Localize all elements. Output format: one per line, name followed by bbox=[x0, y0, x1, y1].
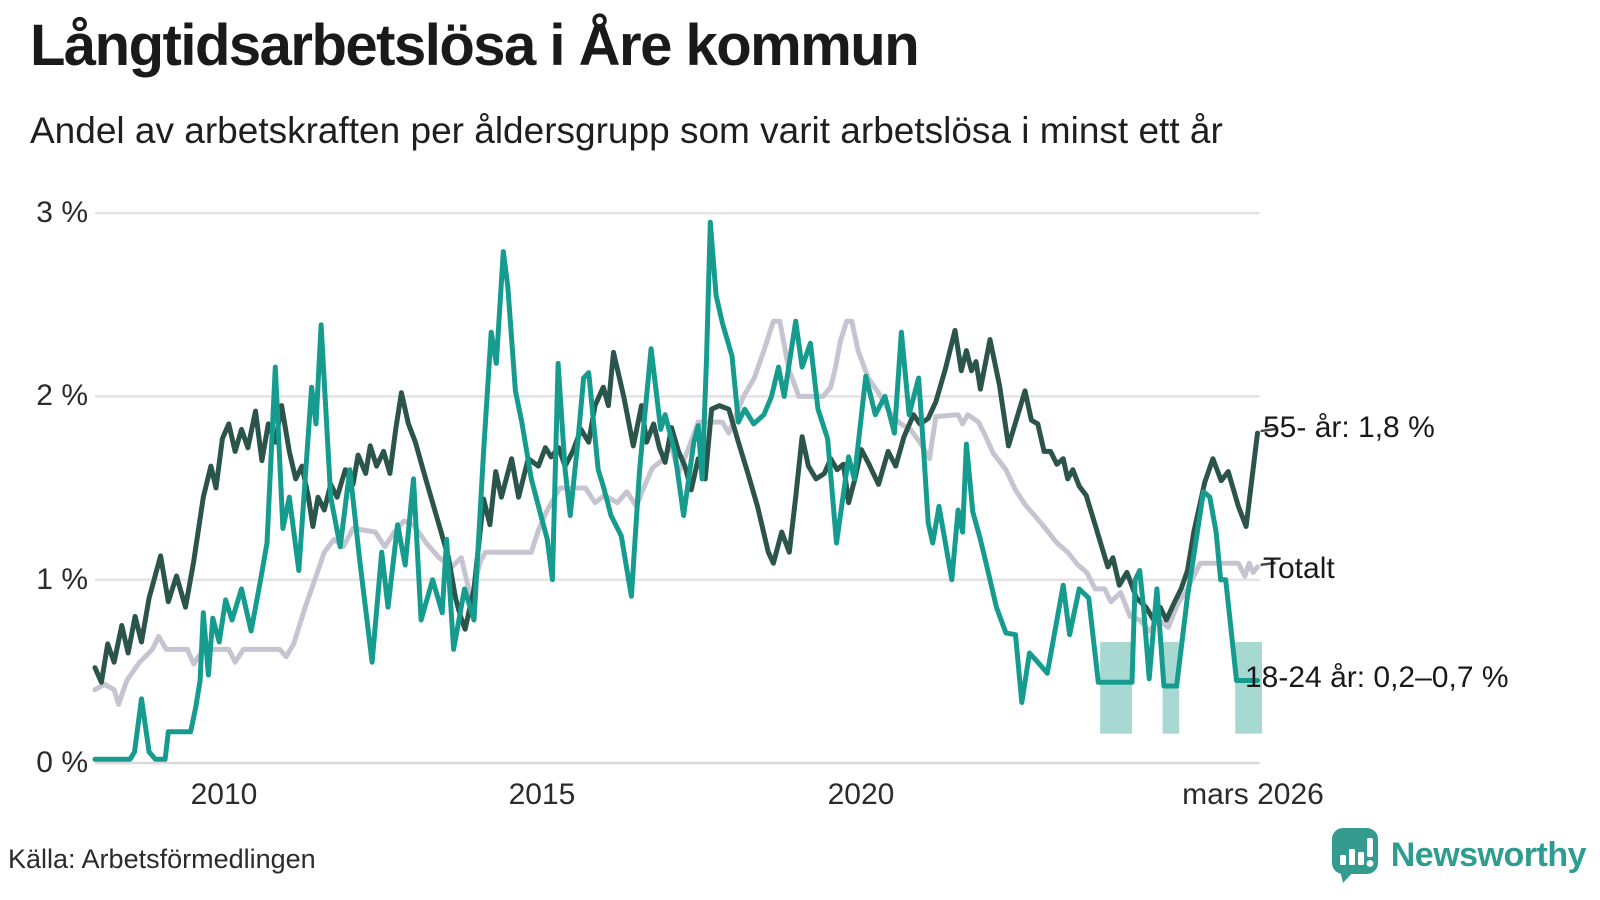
series-line-18-24 år bbox=[92, 219, 1260, 762]
page-title: Långtidsarbetslösa i Åre kommun bbox=[30, 13, 920, 78]
y-tick-3: 3 % bbox=[36, 196, 88, 229]
series-line-55- år bbox=[92, 327, 1260, 685]
uncertainty-band-2 bbox=[1235, 642, 1262, 734]
x-tick-2015: 2015 bbox=[508, 778, 576, 811]
newsworthy-logo: Newsworthy bbox=[1329, 826, 1587, 884]
y-tick-1: 1 % bbox=[36, 563, 88, 596]
series-label-55-ar: 55- år: 1,8 % bbox=[1263, 411, 1435, 444]
newsworthy-wordmark: Newsworthy bbox=[1390, 835, 1587, 874]
x-tick-2010: 2010 bbox=[190, 778, 258, 811]
uncertainty-band-0 bbox=[1100, 642, 1133, 734]
page-subtitle: Andel av arbetskraften per åldersgrupp s… bbox=[30, 110, 1223, 151]
label-connector-Totalt bbox=[1260, 561, 1276, 567]
label-connector-55- år bbox=[1260, 427, 1276, 433]
source-note: Källa: Arbetsförmedlingen bbox=[8, 844, 316, 874]
x-tick-mars-2026: mars 2026 bbox=[1182, 778, 1324, 811]
series-label-totalt: Totalt bbox=[1263, 552, 1335, 585]
y-tick-2: 2 % bbox=[36, 379, 88, 412]
series-label-18-24-ar: 18-24 år: 0,2–0,7 % bbox=[1245, 661, 1509, 694]
y-tick-0: 0 % bbox=[36, 746, 88, 779]
x-tick-2020: 2020 bbox=[827, 778, 895, 811]
newsworthy-bubble-chart-icon bbox=[1331, 828, 1378, 883]
